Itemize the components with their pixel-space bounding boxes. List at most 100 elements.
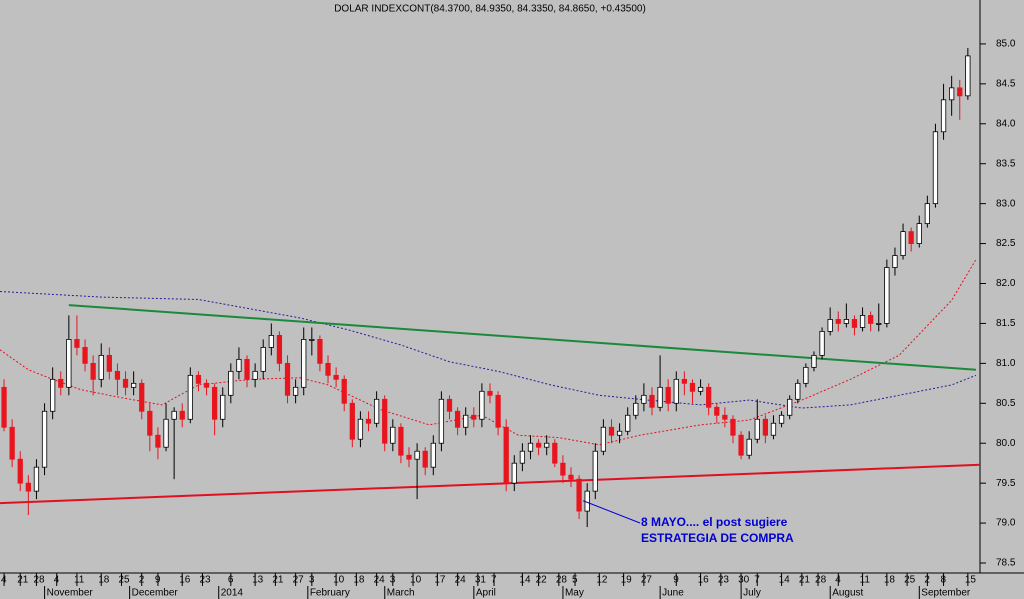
- candle-body: [511, 462, 517, 484]
- candle-body: [900, 231, 906, 256]
- candle-body: [560, 462, 566, 476]
- candle-body: [706, 386, 712, 408]
- candle-body: [212, 386, 218, 420]
- candle-body: [965, 55, 971, 97]
- annotation-text: 8 MAYO.... el post sugiere: [641, 515, 788, 529]
- candle-body: [82, 346, 88, 364]
- x-tick-label: 11: [74, 575, 85, 586]
- candle-body: [114, 370, 121, 380]
- candle-body: [827, 319, 833, 332]
- candle-body: [139, 382, 145, 412]
- x-tick-label: 28: [815, 575, 827, 586]
- candle-body: [349, 402, 355, 440]
- x-tick-label: 24: [455, 575, 467, 586]
- x-tick-label: 13: [252, 575, 264, 586]
- x-tick-label: 21: [799, 575, 811, 586]
- y-tick-label: 80.5: [996, 398, 1016, 409]
- candle-body: [471, 414, 477, 420]
- x-tick-label: 27: [641, 575, 653, 586]
- candle-body: [851, 319, 858, 328]
- x-tick-label: 18: [884, 575, 896, 586]
- candle-body: [236, 358, 242, 372]
- x-tick-label: 15: [965, 575, 977, 586]
- candle-body: [163, 418, 169, 448]
- x-tick-label: 10: [333, 575, 345, 586]
- candle-body: [98, 354, 104, 380]
- x-tick-label: 5: [572, 575, 578, 586]
- candle-body: [438, 398, 445, 444]
- candle-body: [74, 339, 80, 348]
- candle-body: [859, 315, 866, 328]
- candle-body: [33, 466, 40, 492]
- candle-body: [835, 319, 841, 324]
- annotation-text: ESTRATEGIA DE COMPRA: [641, 531, 794, 545]
- candle-body: [284, 362, 291, 396]
- month-label: March: [387, 588, 415, 599]
- candle-body: [495, 394, 501, 428]
- trendline: [0, 463, 981, 505]
- candle-body: [673, 378, 679, 404]
- candle-body: [155, 434, 161, 448]
- candle-body: [365, 418, 372, 424]
- candle-body: [430, 442, 436, 468]
- x-tick-label: 16: [179, 575, 191, 586]
- x-tick-label: 25: [904, 575, 916, 586]
- x-tick-label: 7: [754, 575, 760, 586]
- candle-body: [220, 394, 226, 420]
- x-tick-label: 31: [475, 575, 487, 586]
- candle-body: [932, 131, 939, 205]
- candle-body: [406, 454, 412, 460]
- x-tick-label: 17: [434, 575, 446, 586]
- x-tick-label: 6: [228, 575, 234, 586]
- x-tick-label: 2: [139, 575, 145, 586]
- month-label: February: [310, 588, 350, 599]
- candle-body: [527, 442, 534, 452]
- candle-body: [463, 414, 469, 428]
- x-tick-label: 14: [779, 575, 791, 586]
- candle-body: [884, 267, 890, 324]
- candle-body: [957, 87, 963, 97]
- candle-body: [341, 378, 347, 404]
- x-tick-label: 22: [536, 575, 548, 586]
- x-tick-label: 23: [199, 575, 211, 586]
- x-tick-label: 28: [33, 575, 45, 586]
- candle-body: [398, 426, 404, 456]
- candle-body: [357, 418, 364, 440]
- candle-body: [625, 414, 631, 432]
- month-label: July: [743, 588, 761, 599]
- candle-body: [738, 434, 744, 456]
- candle-body: [503, 426, 509, 484]
- x-tick-label: 4: [1, 575, 7, 586]
- candle-body: [131, 382, 137, 388]
- candle-body: [301, 339, 307, 388]
- candle-body: [892, 255, 898, 268]
- candle-body: [309, 339, 315, 341]
- candle-body: [268, 335, 274, 348]
- candle-body: [179, 410, 185, 420]
- candle-body: [147, 410, 153, 436]
- x-tick-label: 25: [118, 575, 130, 586]
- y-tick-label: 85.0: [996, 39, 1016, 50]
- candle-body: [260, 346, 266, 372]
- candle-body: [584, 490, 590, 512]
- month-label: November: [47, 588, 94, 599]
- candle-body: [317, 339, 323, 364]
- candle-body: [592, 450, 598, 492]
- candle-body: [454, 410, 461, 428]
- month-label: April: [476, 588, 496, 599]
- x-tick-label: 12: [596, 575, 608, 586]
- y-tick-label: 80.0: [996, 438, 1016, 449]
- candle-body: [41, 410, 48, 468]
- month-label: May: [565, 588, 584, 599]
- x-tick-label: 11: [860, 575, 871, 586]
- candle-body: [487, 390, 493, 396]
- candle-body: [187, 374, 193, 420]
- x-tick-label: 3: [309, 575, 315, 586]
- x-tick-label: 8: [941, 575, 947, 586]
- candle-body: [762, 418, 768, 436]
- x-tick-label: 3: [390, 575, 396, 586]
- candle-body: [868, 315, 874, 324]
- candle-body: [333, 374, 339, 380]
- candle-body: [66, 339, 72, 388]
- y-tick-label: 83.0: [996, 198, 1016, 209]
